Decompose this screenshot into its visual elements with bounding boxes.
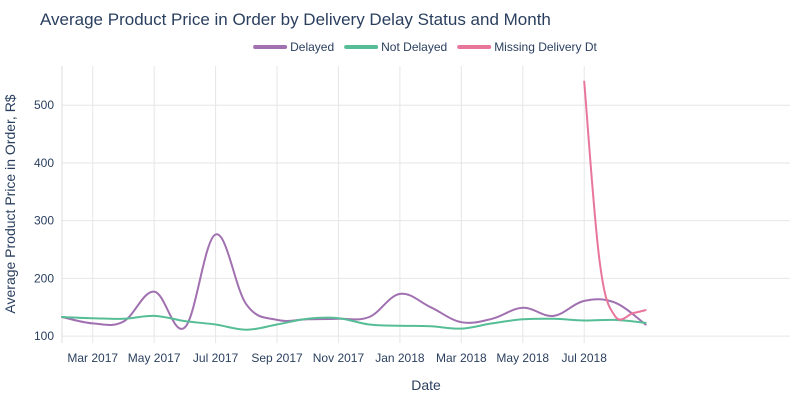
legend-label: Not Delayed: [381, 40, 447, 54]
x-tick-label: Jan 2018: [375, 351, 425, 365]
series-line-delayed: [61, 233, 647, 330]
legend-label: Missing Delivery Dt: [494, 40, 597, 54]
chart-title: Average Product Price in Order by Delive…: [40, 10, 551, 29]
y-tick-labels: 100 200 300 400 500: [34, 98, 54, 343]
x-tick-label: May 2018: [496, 351, 549, 365]
x-tick-label: Jul 2017: [193, 351, 239, 365]
x-axis-title: Date: [411, 377, 441, 393]
x-tick-label: Nov 2017: [313, 351, 365, 365]
series-group: [61, 80, 647, 331]
y-tick-label: 500: [34, 98, 54, 112]
legend: Delayed Not Delayed Missing Delivery Dt: [253, 40, 598, 54]
series-line-not-delayed: [61, 314, 647, 331]
x-tick-labels: Mar 2017 May 2017 Jul 2017 Sep 2017 Nov 2017…: [67, 351, 607, 365]
x-tick-label: Mar 2018: [436, 351, 487, 365]
x-tick-label: Sep 2017: [251, 351, 303, 365]
y-tick-label: 100: [34, 329, 54, 343]
gridlines: [62, 66, 790, 343]
y-tick-label: 200: [34, 271, 54, 285]
y-axis-title: Average Product Price in Order, R$: [2, 94, 18, 313]
legend-label: Delayed: [290, 40, 334, 54]
series-line-missing-delivery-dt: [583, 80, 647, 321]
y-tick-label: 400: [34, 156, 54, 170]
x-tick-label: Mar 2017: [67, 351, 118, 365]
y-tick-label: 300: [34, 214, 54, 228]
x-tick-label: Jul 2018: [562, 351, 608, 365]
x-tick-label: May 2017: [128, 351, 181, 365]
